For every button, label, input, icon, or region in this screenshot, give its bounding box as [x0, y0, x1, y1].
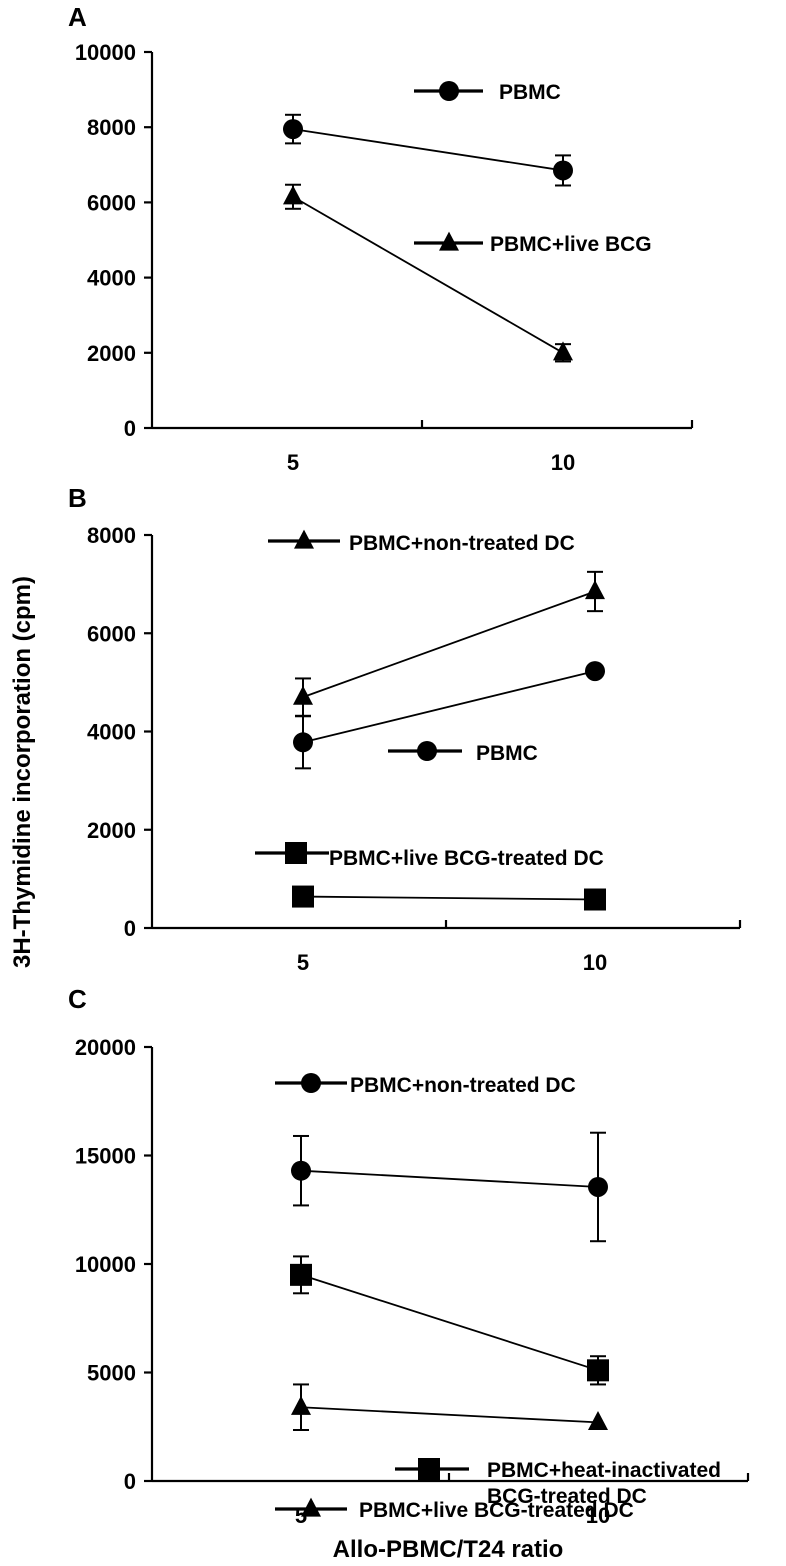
series-line [300, 1169, 599, 1188]
series-line [292, 195, 564, 354]
legend-marker [301, 1497, 321, 1517]
legend-label: PBMC+non-treated DC [350, 1074, 576, 1097]
y-axis-title: 3H-Thymidine incorporation (cpm) [9, 576, 36, 968]
y-tick-label: 2000 [87, 341, 136, 366]
y-tick-label: 0 [124, 916, 136, 941]
legend-item: PBMC [414, 81, 561, 104]
legend-label: PBMC+non-treated DC [349, 532, 575, 555]
legend-item: PBMC+live BCG [414, 231, 652, 256]
x-tick-label: 5 [297, 950, 309, 975]
legend-item: PBMC+non-treated DC [275, 1073, 576, 1097]
data-point [293, 732, 313, 753]
series-line [302, 895, 596, 901]
series-2 [283, 183, 573, 363]
y-tick-label: 6000 [87, 621, 136, 646]
panel-a: A 0 2000 4000 6000 8000 10000 5 10 PBMC PBMC+live … [68, 2, 694, 475]
legend-marker [418, 1458, 440, 1480]
data-point [584, 888, 606, 911]
legend-label: PBMC [476, 742, 538, 765]
y-tick-label: 20000 [75, 1035, 136, 1060]
legend-item: PBMC [388, 741, 538, 765]
data-point [553, 341, 573, 361]
series-line [300, 1406, 599, 1424]
panel-letter: A [68, 2, 87, 32]
panel-letter: B [68, 483, 87, 513]
data-point [585, 580, 605, 600]
legend-marker [294, 529, 314, 549]
series-2 [293, 661, 605, 770]
y-tick-label: 8000 [87, 115, 136, 140]
y-tick-label: 5000 [87, 1361, 136, 1386]
panel-b: B 0 2000 4000 6000 8000 5 10 PBMC+non-treated DC… [68, 483, 742, 975]
legend-marker [439, 81, 459, 101]
y-tick-label: 0 [124, 1469, 136, 1494]
legend-item: PBMC+live BCG-treated DC [255, 842, 604, 870]
legend-label: PBMC+heat-inactivated BCG-treated DC [487, 1459, 721, 1508]
data-point [290, 1263, 312, 1286]
data-point [588, 1176, 608, 1197]
data-point [283, 185, 303, 205]
y-tick-label: 10000 [75, 40, 136, 65]
data-point [587, 1359, 609, 1382]
y-tick-label: 10000 [75, 1252, 136, 1277]
y-tick-label: 0 [124, 416, 136, 441]
series-1 [291, 1131, 608, 1243]
legend-item: PBMC+live BCG-treated DC [275, 1497, 634, 1522]
legend-item: PBMC+heat-inactivated BCG-treated DC [395, 1458, 721, 1508]
data-point [292, 885, 314, 908]
legend-marker [285, 842, 307, 864]
y-tick-label: 2000 [87, 818, 136, 843]
legend-marker [439, 231, 459, 251]
x-tick-label: 10 [586, 1503, 610, 1528]
y-tick-label: 6000 [87, 190, 136, 215]
data-point [585, 661, 605, 682]
data-point [283, 119, 303, 140]
data-point [293, 685, 313, 705]
x-tick-label: 10 [551, 450, 575, 475]
series-line [292, 128, 564, 172]
legend-item: PBMC+non-treated DC [268, 529, 575, 555]
x-tick-label: 5 [287, 450, 299, 475]
y-tick-label: 4000 [87, 720, 136, 745]
panels: A 0 2000 4000 6000 8000 10000 5 10 PBMC PBMC+live … [68, 2, 750, 1528]
y-tick-label: 8000 [87, 523, 136, 548]
series-1 [293, 570, 605, 717]
series-1 [283, 113, 573, 187]
legend-label: PBMC+live BCG-treated DC [329, 847, 604, 870]
panel-letter: C [68, 984, 87, 1014]
x-axis-title: Allo-PBMC/T24 ratio [333, 1536, 564, 1563]
series-3 [291, 1383, 608, 1432]
y-tick-label: 15000 [75, 1144, 136, 1169]
legend-marker [417, 741, 437, 761]
data-point [588, 1411, 608, 1431]
series-3 [292, 885, 606, 911]
legend-marker [301, 1073, 321, 1093]
legend-label: PBMC+live BCG-treated DC [359, 1499, 634, 1522]
x-tick-label: 10 [583, 950, 607, 975]
series-line [302, 590, 596, 698]
data-point [553, 160, 573, 181]
y-tick-label: 4000 [87, 266, 136, 291]
series-line [302, 670, 596, 744]
data-point [291, 1395, 311, 1415]
series-line [300, 1273, 599, 1372]
series-2 [290, 1255, 609, 1386]
data-point [291, 1160, 311, 1181]
legend-label: PBMC [499, 81, 561, 104]
legend-label: PBMC+live BCG [490, 233, 652, 256]
